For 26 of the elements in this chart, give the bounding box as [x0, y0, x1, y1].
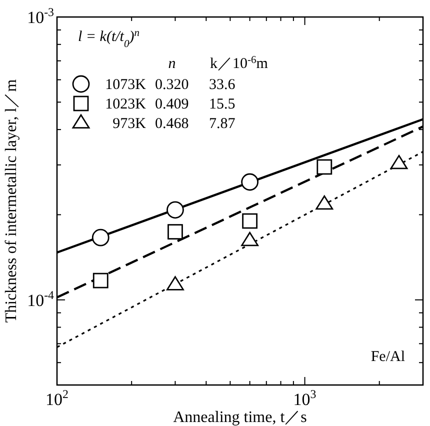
y-axis-title: Thickness of intermetallic layer, l／m	[3, 78, 20, 323]
point	[166, 201, 184, 219]
x-axis-title: Annealing time, t／s	[173, 409, 307, 426]
point	[241, 173, 259, 191]
y-tick-label: 10$^{-4}$	[27, 288, 54, 310]
legend-label: 1073K	[105, 77, 146, 93]
point	[92, 272, 108, 288]
point	[242, 213, 258, 229]
legend-label: 1023K	[105, 96, 146, 112]
annotation: n	[168, 56, 176, 72]
annotation: 0.320	[155, 77, 189, 93]
annotation: Fe/Al	[370, 349, 405, 365]
annotation: l = k(t/t$_{0}$)$^{n}$	[78, 28, 140, 50]
annotation: k／10$^{-6}$m	[210, 54, 268, 72]
point	[168, 224, 183, 240]
x-tick-label: 10$^{2}$	[46, 387, 69, 409]
point	[316, 159, 332, 175]
point	[92, 228, 110, 246]
annotation: 7.87	[209, 116, 236, 132]
y-tick-label: 10$^{-3}$	[27, 5, 54, 27]
x-tick-label: 10$^{3}$	[293, 387, 316, 409]
annotation: 0.468	[155, 116, 189, 132]
legend-label: 973K	[112, 116, 146, 132]
annotation: 33.6	[209, 77, 236, 93]
annotation: 0.409	[155, 96, 189, 112]
annotation: 15.5	[209, 96, 236, 112]
